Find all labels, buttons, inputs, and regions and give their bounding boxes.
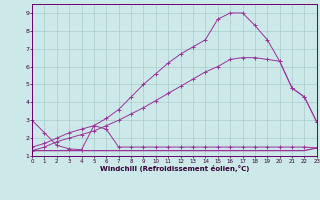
X-axis label: Windchill (Refroidissement éolien,°C): Windchill (Refroidissement éolien,°C)	[100, 165, 249, 172]
